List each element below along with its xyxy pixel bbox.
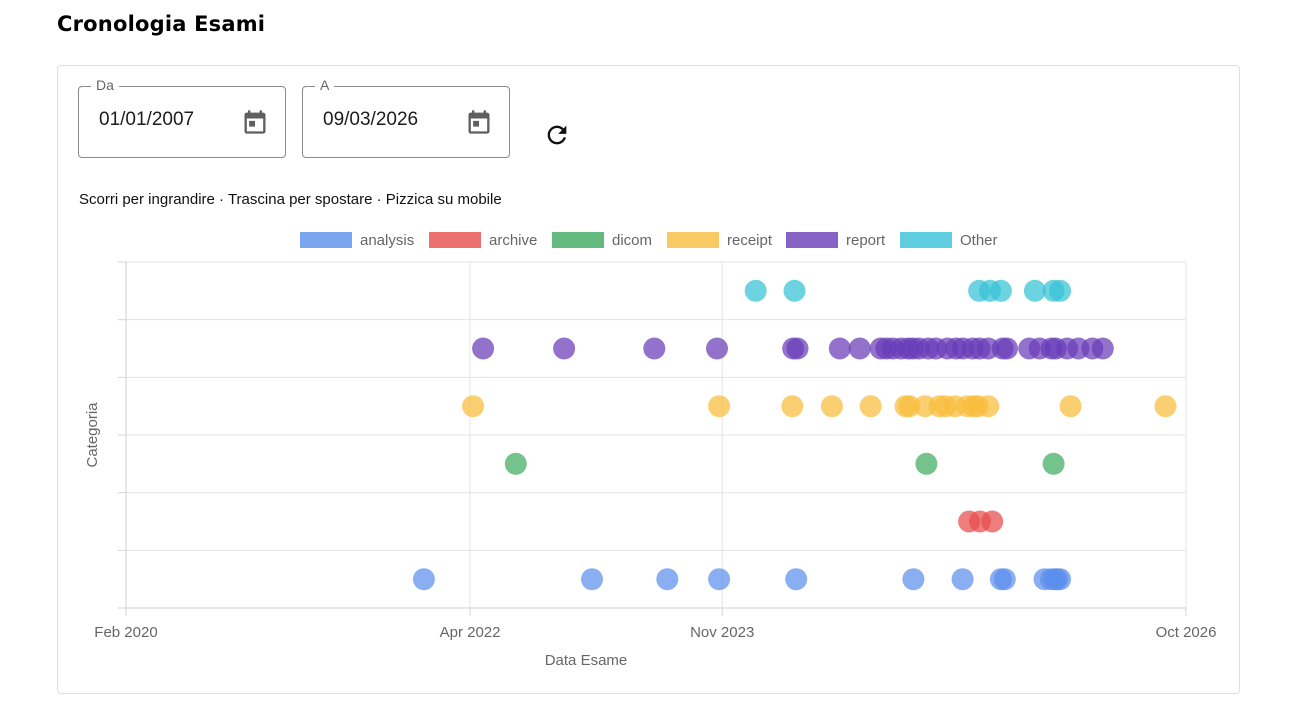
data-point-report[interactable] bbox=[1091, 337, 1114, 360]
data-point-receipt[interactable] bbox=[462, 395, 485, 418]
calendar-icon[interactable] bbox=[241, 107, 269, 137]
legend-swatch[interactable] bbox=[552, 232, 604, 248]
legend-item-report[interactable]: report bbox=[786, 232, 886, 249]
data-point-archive[interactable] bbox=[981, 510, 1004, 533]
data-point-receipt[interactable] bbox=[1154, 395, 1177, 418]
to-date-field[interactable]: A 09/03/2026 bbox=[302, 77, 510, 158]
refresh-icon[interactable] bbox=[543, 121, 571, 149]
data-point-analysis[interactable] bbox=[1049, 568, 1072, 591]
data-point-dicom[interactable] bbox=[504, 452, 527, 475]
chart-hint: Scorri per ingrandire · Trascina per spo… bbox=[79, 191, 502, 208]
legend-label[interactable]: dicom bbox=[612, 232, 652, 249]
from-date-value[interactable]: 01/01/2007 bbox=[99, 109, 195, 130]
x-tick-label: Feb 2020 bbox=[94, 624, 157, 641]
legend-label[interactable]: report bbox=[846, 232, 886, 249]
data-point-analysis[interactable] bbox=[785, 568, 808, 591]
data-point-analysis[interactable] bbox=[412, 568, 435, 591]
x-tick-label: Oct 2026 bbox=[1156, 624, 1217, 641]
timeline-card: Da 01/01/2007 A 09/03/2026 Scorri per in… bbox=[57, 65, 1240, 694]
legend-item-receipt[interactable]: receipt bbox=[667, 232, 773, 249]
data-point-receipt[interactable] bbox=[898, 395, 921, 418]
legend-item-analysis[interactable]: analysis bbox=[300, 232, 414, 249]
data-point-receipt[interactable] bbox=[859, 395, 882, 418]
data-point-report[interactable] bbox=[643, 337, 666, 360]
legend-item-archive[interactable]: archive bbox=[429, 232, 537, 249]
data-point-analysis[interactable] bbox=[951, 568, 974, 591]
legend-label[interactable]: archive bbox=[489, 232, 537, 249]
data-point-analysis[interactable] bbox=[708, 568, 731, 591]
x-tick-label: Nov 2023 bbox=[690, 624, 754, 641]
data-point-receipt[interactable] bbox=[977, 395, 1000, 418]
data-point-receipt[interactable] bbox=[708, 395, 731, 418]
data-point-other[interactable] bbox=[783, 279, 806, 302]
data-point-receipt[interactable] bbox=[820, 395, 843, 418]
data-point-report[interactable] bbox=[472, 337, 495, 360]
legend-label[interactable]: Other bbox=[960, 232, 998, 249]
legend-swatch[interactable] bbox=[786, 232, 838, 248]
to-date-value[interactable]: 09/03/2026 bbox=[323, 109, 419, 130]
x-tick-label: Apr 2022 bbox=[440, 624, 501, 641]
data-point-dicom[interactable] bbox=[1042, 452, 1065, 475]
data-point-analysis[interactable] bbox=[581, 568, 603, 591]
data-point-other[interactable] bbox=[1049, 279, 1072, 302]
legend-swatch[interactable] bbox=[900, 232, 952, 248]
legend-swatch[interactable] bbox=[300, 232, 352, 248]
legend-label[interactable]: receipt bbox=[727, 232, 773, 249]
data-point-report[interactable] bbox=[706, 337, 728, 360]
x-axis-title: Data Esame bbox=[545, 652, 628, 669]
legend-item-other[interactable]: Other bbox=[900, 232, 998, 249]
data-point-analysis[interactable] bbox=[656, 568, 679, 591]
legend-item-dicom[interactable]: dicom bbox=[552, 232, 652, 249]
legend-swatch[interactable] bbox=[667, 232, 719, 248]
to-date-label: A bbox=[315, 77, 335, 93]
legend-swatch[interactable] bbox=[429, 232, 481, 248]
calendar-icon[interactable] bbox=[465, 107, 493, 137]
data-point-report[interactable] bbox=[848, 337, 871, 360]
refresh-button[interactable] bbox=[542, 120, 572, 150]
from-date-label: Da bbox=[91, 77, 119, 93]
data-point-receipt[interactable] bbox=[1059, 395, 1082, 418]
data-point-other[interactable] bbox=[1023, 279, 1046, 302]
from-date-field[interactable]: Da 01/01/2007 bbox=[78, 77, 286, 158]
data-point-report[interactable] bbox=[996, 337, 1018, 360]
page-title: Cronologia Esami bbox=[57, 12, 266, 36]
data-point-dicom[interactable] bbox=[915, 452, 938, 475]
data-point-report[interactable] bbox=[786, 337, 809, 360]
data-point-report[interactable] bbox=[553, 337, 576, 360]
data-point-analysis[interactable] bbox=[993, 568, 1016, 591]
data-point-report[interactable] bbox=[828, 337, 851, 360]
data-point-receipt[interactable] bbox=[781, 395, 804, 418]
timeline-chart[interactable]: Feb 2020 Apr 2022 Nov 2023 Oct 2026 Data Esa… bbox=[58, 66, 1239, 693]
data-point-other[interactable] bbox=[989, 279, 1012, 302]
legend-label[interactable]: analysis bbox=[360, 232, 414, 249]
y-axis-title: Categoria bbox=[84, 402, 101, 468]
data-point-analysis[interactable] bbox=[902, 568, 925, 591]
data-point-other[interactable] bbox=[744, 279, 767, 302]
